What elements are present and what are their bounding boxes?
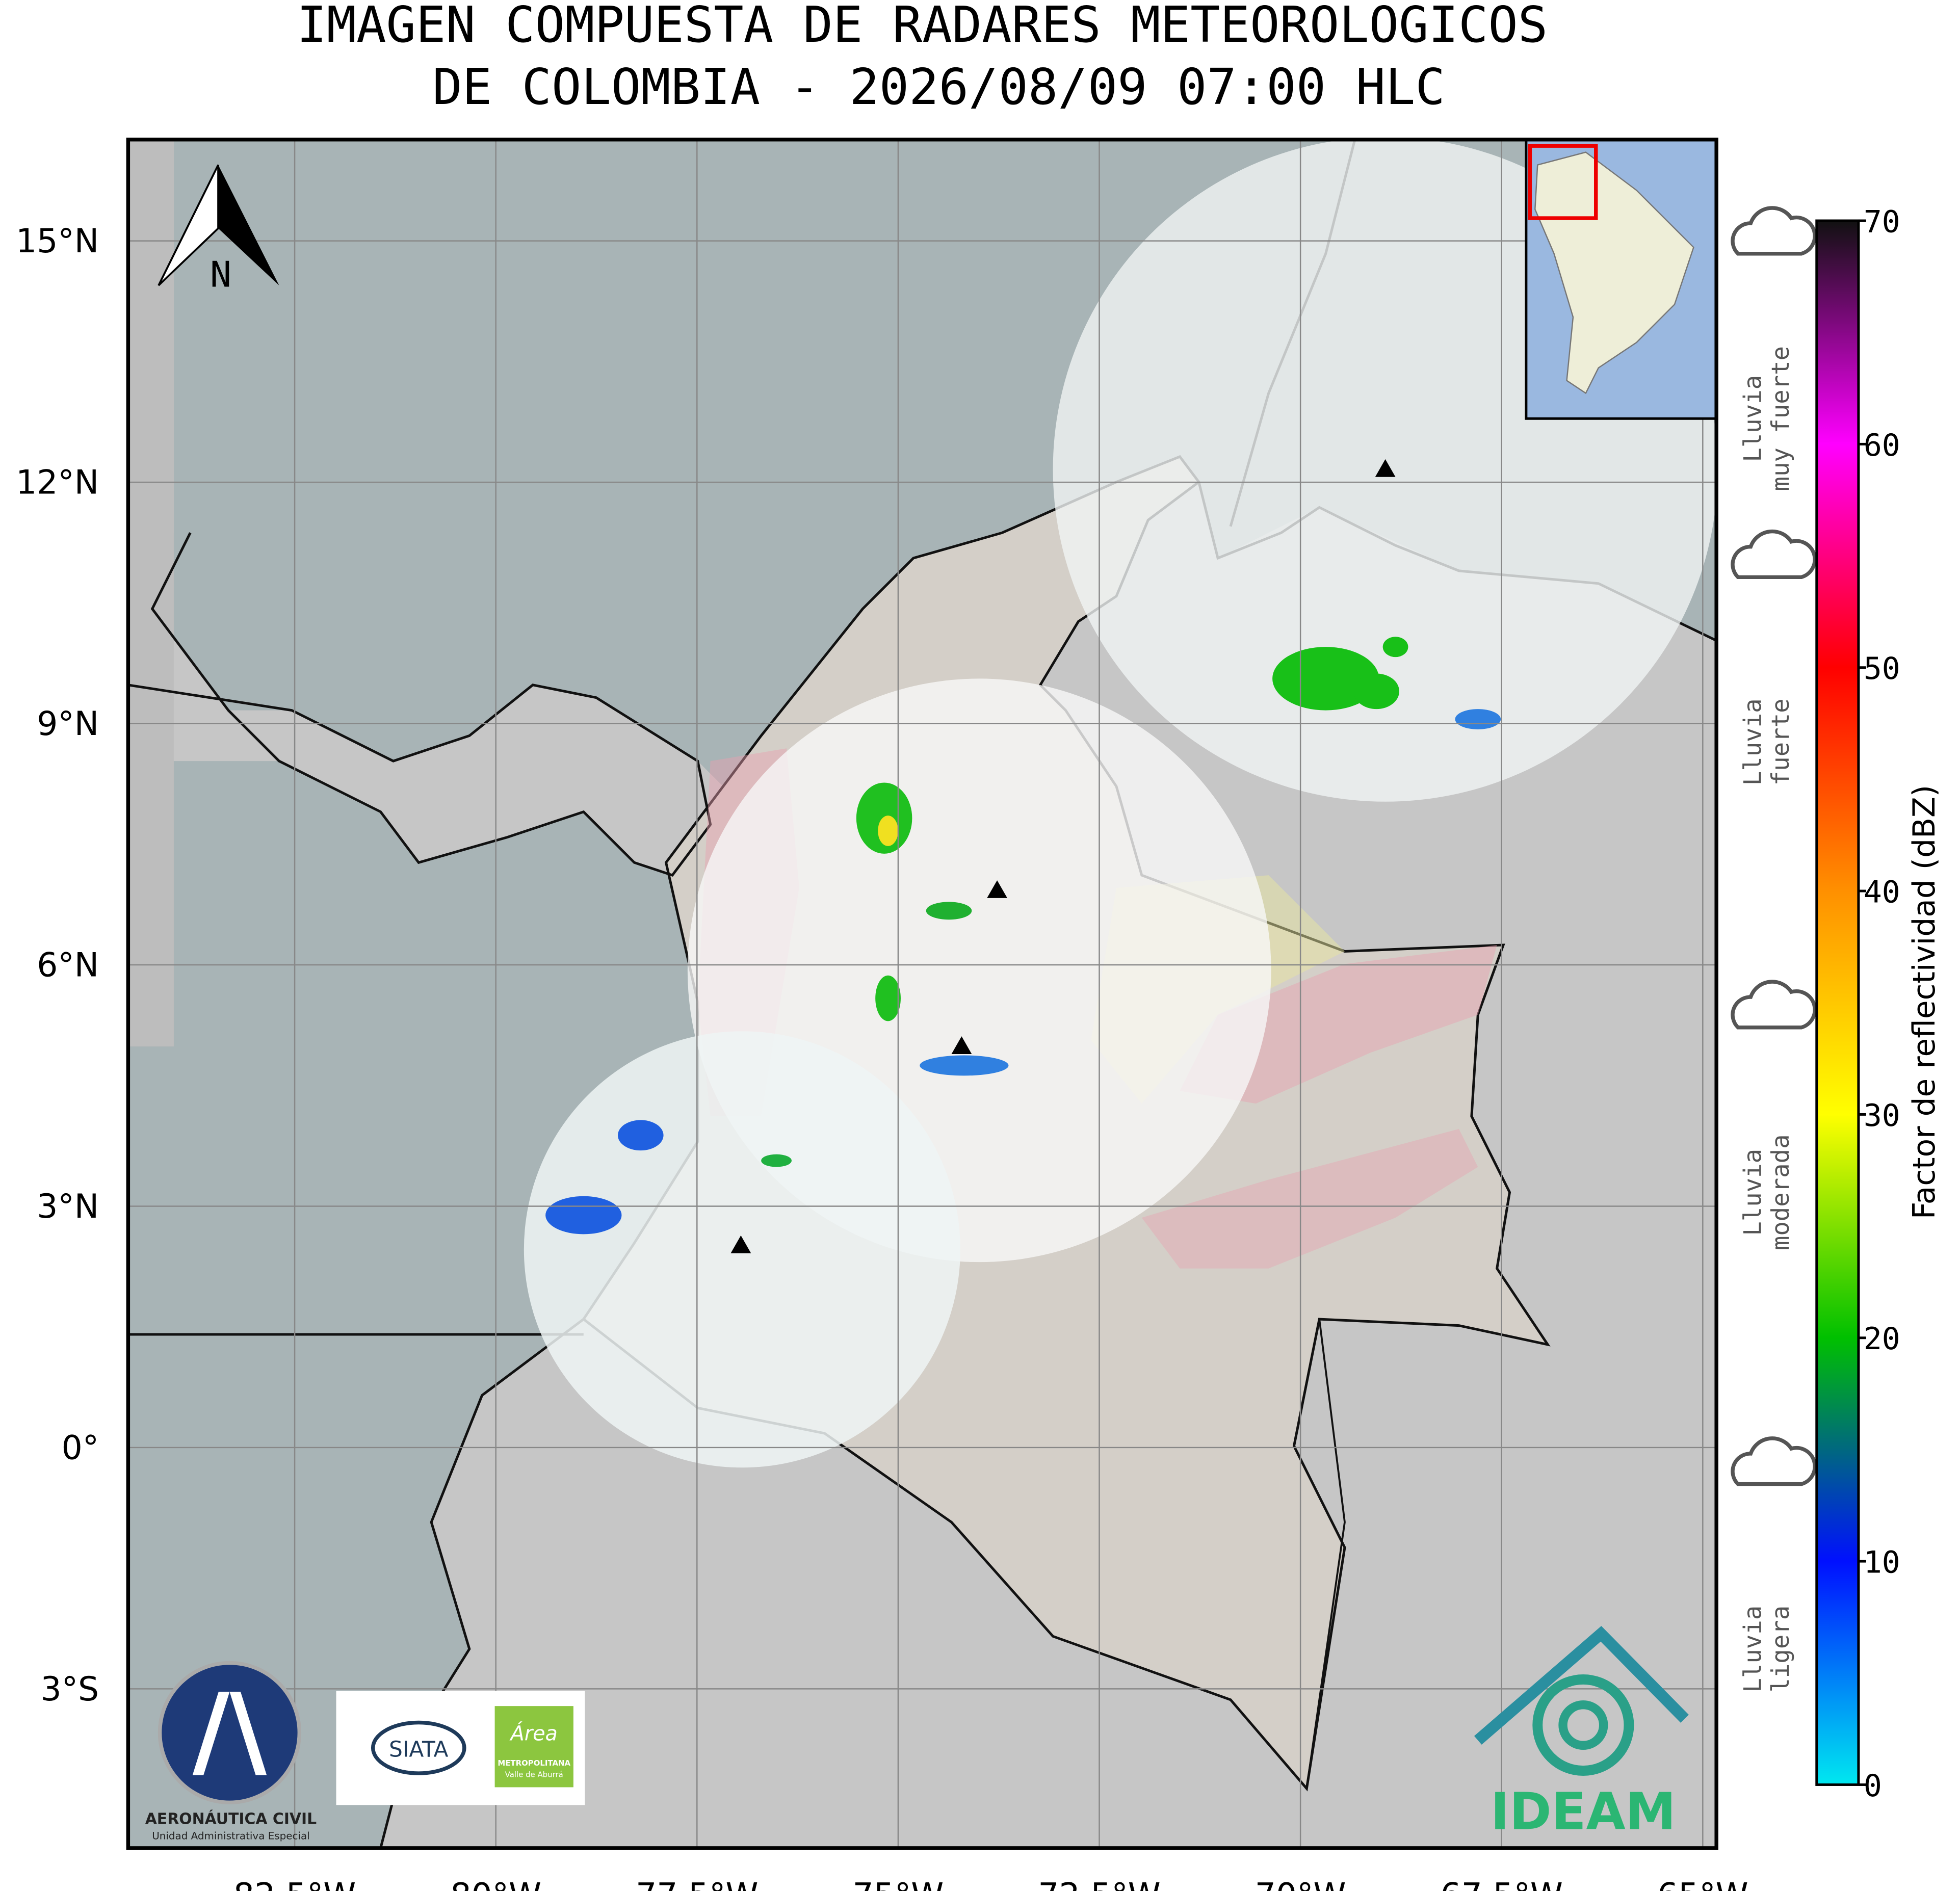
lon-tick-label: 80°W (450, 1876, 541, 1891)
colorbar-tick-label: 0 (1864, 1769, 1882, 1804)
land-strip (128, 139, 174, 1047)
radar-stations (730, 459, 1396, 1253)
colorbar: 0 10 20 30 40 50 60 70 (1815, 204, 1900, 1804)
lat-tick-label: 0° (62, 1429, 99, 1467)
colorbar-tick-label: 30 (1864, 1098, 1900, 1134)
title-line-2: DE COLOMBIA - 2026/08/09 07:00 HLC (432, 58, 1445, 116)
svg-text:/\: /\ (193, 1671, 267, 1790)
rain-icon (1731, 206, 1817, 256)
lon-tick-label: 67.5°W (1441, 1876, 1563, 1891)
lat-tick-label: 3°S (41, 1670, 99, 1709)
logo-ideam: IDEAM (1474, 1625, 1689, 1842)
rain-label: fuerte (1767, 698, 1795, 785)
map-body: N (128, 139, 1717, 1848)
rain-label: Lluvia (1739, 1606, 1767, 1693)
colorbar-tick-label: 70 (1864, 204, 1900, 240)
logo-text: IDEAM (1491, 1783, 1676, 1842)
logo-text: Valle de Aburrá (505, 1770, 563, 1779)
pacific-ocean (128, 761, 698, 1848)
map-frame (126, 138, 1718, 1850)
north-label: N (210, 254, 231, 295)
rain-icon (1731, 529, 1817, 580)
colorbar-tick-label: 40 (1864, 875, 1900, 910)
logo-aerocivil: /\ AERONÁUTICA CIVIL Unidad Administrati… (145, 1661, 317, 1842)
logo-siata-area: SIATA Área METROPOLITANA Valle de Aburrá (336, 1691, 585, 1805)
lon-tick-label: 77.5°W (636, 1876, 758, 1891)
rain-label: Lluvia (1739, 1149, 1767, 1236)
rain-icon (1731, 1436, 1817, 1486)
colorbar-tick-label: 50 (1864, 651, 1900, 687)
border (1305, 1319, 1346, 1789)
inset-map (1525, 139, 1717, 420)
rain-label: Lluvia (1739, 375, 1767, 462)
lon-tick-label: 72.5°W (1038, 1876, 1160, 1891)
colorbar-tick-label: 20 (1864, 1322, 1900, 1357)
radar-echoes (545, 637, 1501, 1235)
lat-tick-label: 9°N (37, 705, 99, 743)
lon-tick-label: 82.5°W (233, 1876, 356, 1891)
panama-coast (128, 532, 712, 877)
rain-label: muy fuerte (1767, 346, 1795, 491)
colorbar-tick-label: 10 (1864, 1545, 1900, 1581)
logo-text: Unidad Administrativa Especial (152, 1830, 309, 1842)
rain-label: Lluvia (1739, 698, 1767, 785)
lat-tick-label: 3°N (37, 1188, 99, 1226)
rain-label: moderada (1767, 1134, 1795, 1250)
logo-text: METROPOLITANA (498, 1758, 570, 1768)
logo-text: Área (509, 1721, 557, 1745)
precip-zone (1141, 1128, 1478, 1269)
logo-text: AERONÁUTICA CIVIL (145, 1810, 317, 1828)
rain-icon (1731, 980, 1817, 1030)
lon-tick-label: 70°W (1255, 1876, 1346, 1891)
colorbar-tick-label: 60 (1864, 428, 1900, 463)
title-line-1: IMAGEN COMPUESTA DE RADARES METEOROLOGIC… (297, 0, 1548, 54)
precip-zone (1180, 945, 1497, 1104)
lon-tick-label: 65°W (1657, 1876, 1748, 1891)
lat-tick-label: 6°N (37, 946, 99, 984)
lat-tick-label: 15°N (16, 222, 99, 260)
colorbar-label: Factor de reflectividad (dBZ) (1907, 785, 1942, 1219)
rain-label: ligera (1767, 1606, 1795, 1693)
colorbar-scale (1815, 219, 1860, 1786)
lat-tick-label: 12°N (16, 463, 99, 502)
graticule (128, 139, 1717, 1848)
logo-text: SIATA (389, 1737, 449, 1762)
lon-tick-label: 75°W (853, 1876, 944, 1891)
